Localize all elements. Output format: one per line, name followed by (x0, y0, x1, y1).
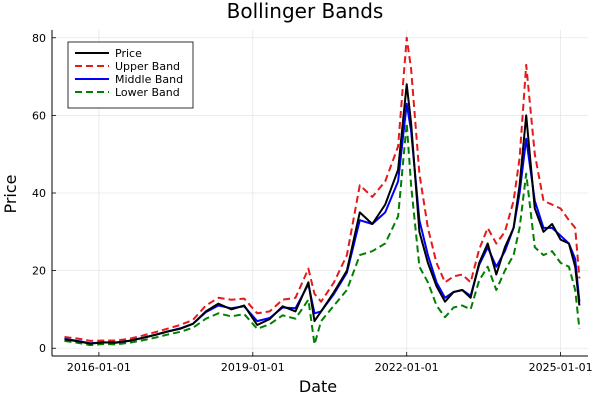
y-tick-label: 80 (32, 32, 46, 45)
y-tick-label: 0 (39, 342, 46, 355)
tick-labels: 2016-01-01 2019-01-01 2022-01-01 2025-01-01… (32, 32, 593, 374)
legend-label-price: Price (115, 47, 142, 60)
x-tick-label: 2022-01-01 (375, 361, 439, 374)
y-axis-label: Price (1, 174, 20, 213)
series-line-price (64, 83, 581, 345)
series-line-lower-band (64, 122, 581, 347)
x-axis-label: Date (299, 377, 337, 396)
y-tick-label: 60 (32, 109, 46, 122)
legend-label-upper-band: Upper Band (115, 60, 180, 73)
chart-title: Bollinger Bands (227, 0, 384, 23)
y-tick-label: 20 (32, 265, 46, 278)
y-tick-label: 40 (32, 187, 46, 200)
series-line-upper-band (64, 36, 581, 342)
x-tick-label: 2016-01-01 (67, 361, 131, 374)
axes (51, 30, 588, 357)
x-tick-label: 2025-01-01 (529, 361, 593, 374)
legend-label-lower-band: Lower Band (115, 86, 180, 99)
x-tick-label: 2019-01-01 (221, 361, 285, 374)
legend-label-middle-band: Middle Band (115, 73, 183, 86)
series-layer (64, 36, 581, 347)
